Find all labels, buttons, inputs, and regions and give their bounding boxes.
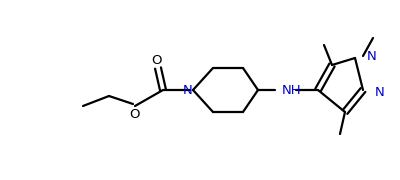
Text: N: N xyxy=(367,50,377,62)
Text: O: O xyxy=(130,107,140,120)
Text: NH: NH xyxy=(282,84,302,96)
Text: N: N xyxy=(182,84,192,96)
Text: O: O xyxy=(151,53,161,66)
Text: N: N xyxy=(375,86,385,98)
